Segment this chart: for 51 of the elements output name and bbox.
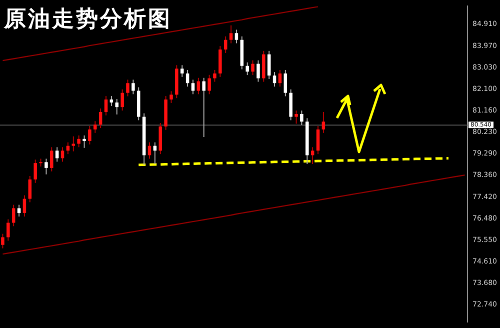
candlestick [60, 146, 64, 162]
candlestick [224, 36, 228, 54]
candlestick [77, 134, 80, 148]
candlestick [72, 136, 76, 152]
candlestick [262, 50, 266, 82]
candlestick [34, 159, 37, 184]
candlestick [234, 29, 238, 44]
candlestick [284, 70, 288, 97]
candlestick [170, 90, 173, 104]
candlestick [55, 146, 59, 162]
candlestick [310, 146, 314, 164]
candlestick [120, 88, 124, 112]
candlestick [251, 60, 254, 76]
candlestick [278, 70, 282, 88]
candlestick [44, 158, 48, 175]
candlestick [12, 204, 16, 227]
candlestick [115, 98, 119, 115]
candlestick [186, 70, 190, 88]
candlestick [191, 79, 195, 95]
candlestick [267, 50, 271, 80]
candlestick [180, 64, 184, 78]
candlestick [104, 96, 108, 116]
candlestick [218, 46, 222, 78]
candlestick [208, 74, 211, 95]
candlestick [272, 72, 276, 88]
candlestick [132, 79, 135, 95]
candlestick [202, 77, 206, 138]
candlestick [322, 111, 326, 134]
candlestick [229, 24, 233, 44]
candlestick [300, 110, 304, 126]
candlestick [82, 134, 86, 148]
candlestick [94, 120, 97, 134]
candlestick [28, 175, 32, 203]
candlestick [110, 96, 114, 106]
candlestick [1, 233, 4, 249]
candlestick [50, 146, 54, 172]
line-series [137, 156, 450, 166]
candlestick [22, 194, 26, 218]
candlestick [88, 125, 92, 145]
candlestick [126, 79, 130, 97]
candlestick [213, 70, 216, 82]
candlestick [39, 158, 42, 168]
candlestick [17, 204, 21, 218]
candlestick [316, 125, 320, 155]
candlestick [294, 110, 298, 124]
candlestick [98, 108, 102, 129]
chart-title: 原油走势分析图 [4, 5, 172, 34]
candlestick [246, 62, 249, 76]
candlestick [6, 218, 10, 242]
candlestick [256, 60, 260, 82]
candlestick [289, 88, 292, 121]
